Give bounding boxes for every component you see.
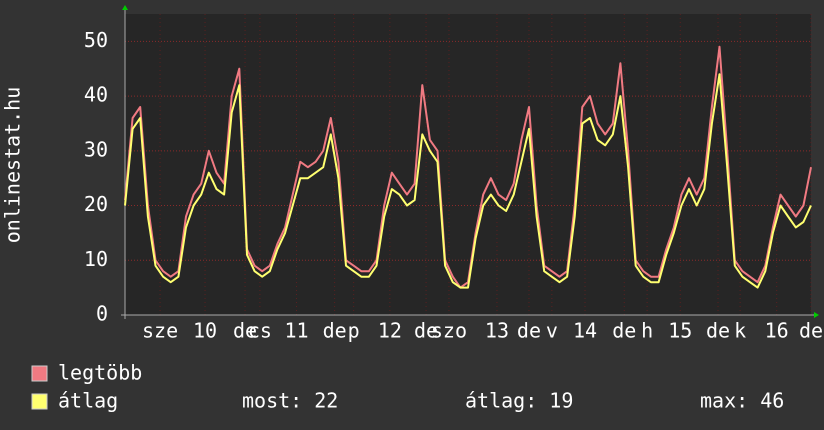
y-tick-label: 30 [84, 137, 108, 161]
x-tick-label: 16 [765, 319, 789, 343]
x-tick-label: de [517, 319, 541, 343]
y-tick-label: 40 [84, 83, 108, 107]
x-tick-label: szo [431, 319, 467, 343]
x-tick-label: cs [248, 319, 272, 343]
axis-arrow [122, 5, 128, 10]
x-tick-label: 10 [193, 319, 217, 343]
x-tick-label: de [414, 319, 438, 343]
x-tick-label: v [546, 319, 558, 343]
x-tick-label: 11 [284, 319, 308, 343]
legend-swatch [31, 393, 48, 410]
x-tick-label: de [323, 319, 347, 343]
y-tick-label: 0 [96, 302, 108, 326]
x-tick-label: 13 [485, 319, 509, 343]
series-line [124, 73, 812, 289]
x-tick-label: k [734, 319, 746, 343]
y-tick-label: 50 [84, 28, 108, 52]
y-tick-label: 10 [84, 247, 108, 271]
legend-label: átlag [58, 389, 118, 413]
x-tick-label: p [348, 319, 360, 343]
y-tick-label: 20 [84, 192, 108, 216]
x-tick-label: 14 [573, 319, 597, 343]
plot-area [125, 14, 811, 315]
axis-arrow [814, 312, 819, 318]
x-tick-label: de [233, 319, 257, 343]
x-tick-label: de [706, 319, 730, 343]
x-tick-label: de [612, 319, 636, 343]
x-tick-label: 15 [668, 319, 692, 343]
x-tick-label: 12 [378, 319, 402, 343]
x-tick-label: sze [142, 319, 178, 343]
x-tick-label: de [799, 319, 823, 343]
stat-text: max: 46 [700, 389, 784, 413]
legend-label: legtöbb [58, 361, 142, 385]
legend-swatch [31, 365, 48, 382]
stat-text: most: 22 [242, 389, 338, 413]
y-axis-label: onlinestat.hu [1, 87, 25, 244]
x-tick-label: h [641, 319, 653, 343]
stat-text: átlag: 19 [465, 389, 573, 413]
